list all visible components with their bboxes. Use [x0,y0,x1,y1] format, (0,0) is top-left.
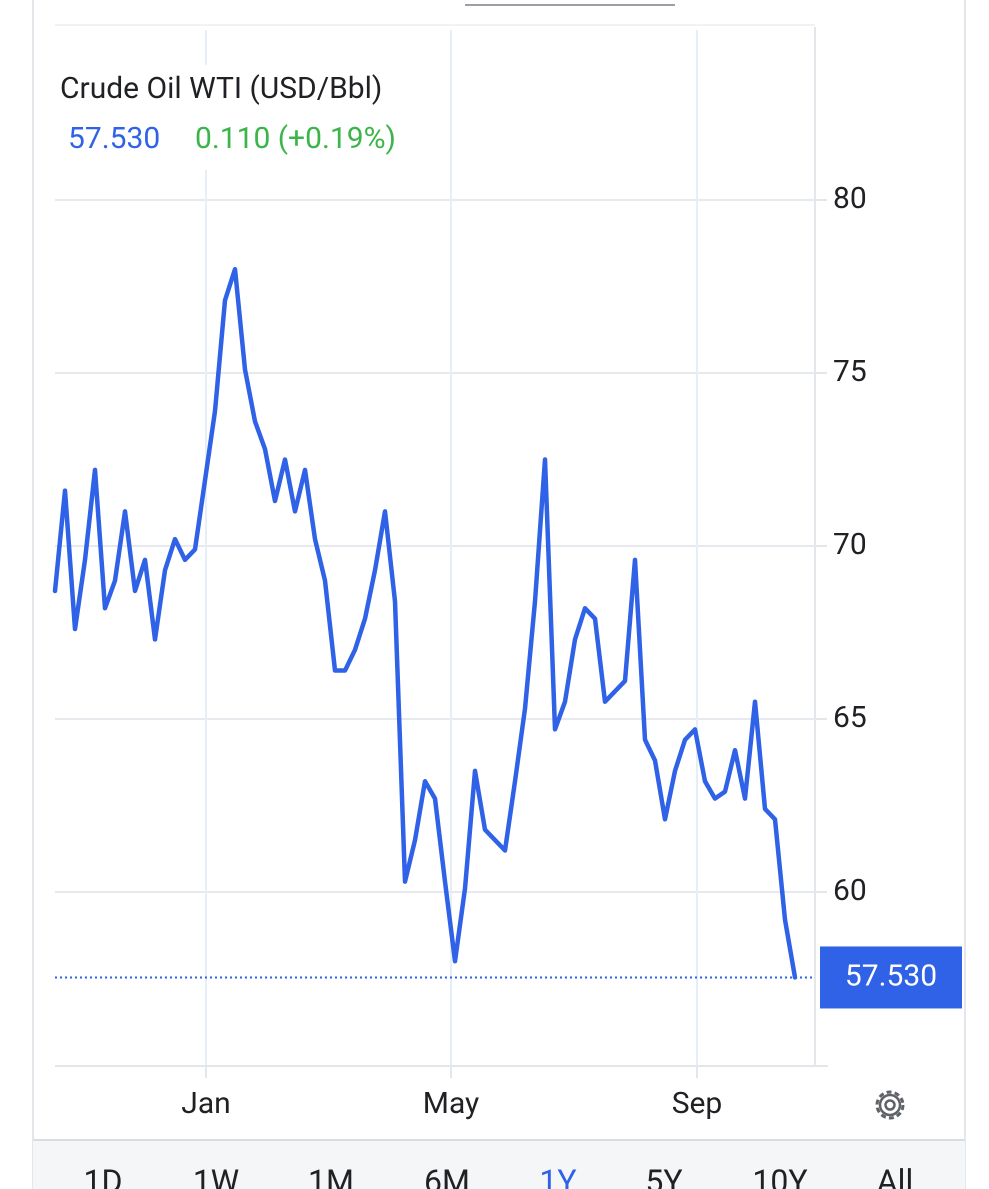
gear-body [878,1093,902,1117]
range-tab[interactable]: 1M [308,1162,354,1189]
settings-icon[interactable] [875,1090,905,1120]
range-tab[interactable]: 6M [424,1162,470,1189]
x-tick-label: Sep [672,1086,723,1121]
price-line [52,266,798,980]
range-tab[interactable]: All [877,1162,913,1189]
grid [55,30,827,1078]
last-price: 57.530 [68,121,160,156]
range-tab[interactable]: 5Y [645,1162,682,1189]
range-tab[interactable]: 1Y [539,1162,576,1189]
price-change: 0.110 (+0.19%) [195,121,396,156]
y-tick-label: 70 [833,527,867,562]
tab-bar [33,1140,965,1189]
plot: 57.530 [52,266,962,1009]
range-tab[interactable]: 10Y [752,1162,807,1189]
last-price-label: 57.530 [845,958,937,993]
range-tab[interactable]: 1W [193,1162,239,1189]
chart-title: Crude Oil WTI (USD/Bbl) [60,71,382,106]
y-tick-label: 60 [833,873,867,908]
y-tick-label: 75 [833,354,867,389]
range-tab[interactable]: 1D [84,1162,123,1189]
range-tabs: 1D 1W 1M 6M 1Y 5Y 10Y All [84,1162,914,1189]
y-tick-label: 65 [833,700,867,735]
last-price-box [820,946,962,1009]
x-tick-label: May [423,1086,479,1121]
y-tick-label: 80 [833,181,867,216]
gear-hub [884,1099,896,1111]
gear-teeth [875,1090,905,1120]
x-tick-label: Jan [181,1086,230,1121]
header-bg [52,65,432,170]
